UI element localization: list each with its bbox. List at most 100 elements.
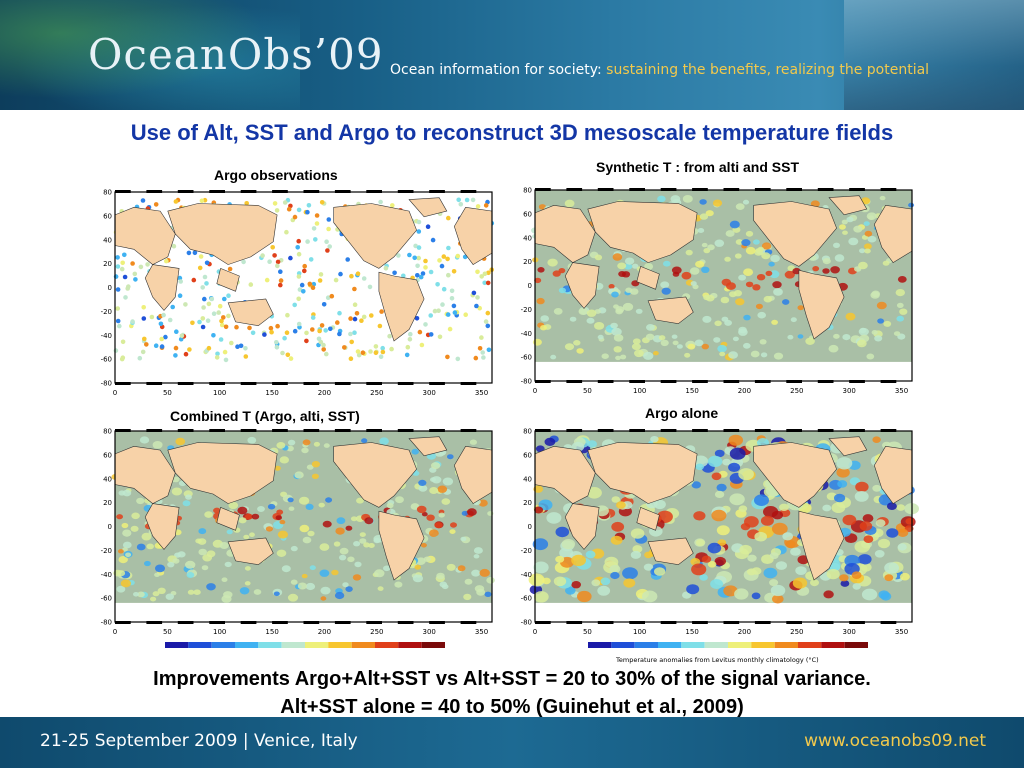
anomaly-blob xyxy=(880,592,892,601)
anomaly-blob xyxy=(879,195,886,201)
map-argo-observations: 80 60 40 20 0 -20 -40 -60 -80 0 50 100 150 200 250 300 3… xyxy=(95,186,500,401)
argo-float-dot xyxy=(482,271,488,277)
frame-tick-band xyxy=(723,621,740,624)
anomaly-blob xyxy=(228,501,239,510)
anomaly-blob xyxy=(383,565,391,572)
y-tick-label: 0 xyxy=(528,282,532,290)
anomaly-blob xyxy=(797,334,804,339)
y-tick-label: -40 xyxy=(101,571,112,579)
x-tick-label: 0 xyxy=(533,628,537,636)
map-argo-alone: 80 60 40 20 0 -20 -40 -60 -80 0 50 100 150 200 250 300 3… xyxy=(515,425,920,640)
argo-float-dot xyxy=(361,314,367,320)
anomaly-blob xyxy=(657,195,666,203)
argo-float-dot xyxy=(481,355,486,360)
frame-tick-band xyxy=(535,429,551,432)
argo-float-dot xyxy=(337,331,342,337)
anomaly-blob xyxy=(573,340,581,346)
argo-float-dot xyxy=(316,336,322,342)
anomaly-blob xyxy=(577,590,592,603)
continent-landmass xyxy=(753,442,837,508)
argo-float-dot xyxy=(314,213,320,218)
anomaly-blob xyxy=(642,590,658,603)
anomaly-blob xyxy=(630,528,645,539)
argo-float-dot xyxy=(416,255,422,261)
frame-tick-band xyxy=(786,429,802,432)
anomaly-blob xyxy=(660,339,669,347)
frame-tick-band xyxy=(366,429,382,432)
anomaly-blob xyxy=(201,565,209,571)
anomaly-blob xyxy=(896,302,904,308)
frame-tick-band xyxy=(849,621,865,624)
anomaly-blob xyxy=(353,541,361,547)
anomaly-blob xyxy=(722,458,731,466)
argo-float-dot xyxy=(428,269,434,275)
anomaly-blob xyxy=(761,242,772,250)
anomaly-blob xyxy=(645,333,655,341)
anomaly-blob xyxy=(797,305,804,311)
anomaly-blob xyxy=(859,248,866,254)
anomaly-blob xyxy=(429,487,439,494)
anomaly-blob xyxy=(294,471,304,479)
frame-tick-band xyxy=(209,382,225,385)
argo-float-dot xyxy=(396,253,401,258)
anomaly-blob xyxy=(279,519,286,525)
colorbar-left xyxy=(165,642,445,660)
argo-float-dot xyxy=(296,207,302,213)
anomaly-blob xyxy=(172,476,180,483)
footer-url-link[interactable]: www.oceanobs09.net xyxy=(804,731,986,751)
argo-float-dot xyxy=(201,305,206,310)
argo-float-dot xyxy=(348,316,353,321)
argo-float-dot xyxy=(415,273,420,278)
anomaly-blob xyxy=(728,462,741,472)
anomaly-blob xyxy=(354,561,362,568)
x-tick-label: 100 xyxy=(213,389,226,397)
anomaly-blob xyxy=(571,554,586,567)
anomaly-blob xyxy=(610,535,623,545)
argo-float-dot xyxy=(428,332,434,337)
anomaly-blob xyxy=(729,447,746,460)
anomaly-blob xyxy=(864,243,872,250)
anomaly-blob xyxy=(773,288,783,296)
anomaly-blob xyxy=(441,498,451,505)
argo-float-dot xyxy=(296,296,301,302)
anomaly-blob xyxy=(339,554,347,561)
anomaly-blob xyxy=(334,591,345,600)
argo-float-dot xyxy=(278,269,283,274)
x-tick-label: 300 xyxy=(843,387,856,395)
anomaly-blob xyxy=(812,266,820,272)
anomaly-blob xyxy=(133,592,139,597)
anomaly-blob xyxy=(728,351,738,359)
anomaly-blob xyxy=(287,439,296,446)
anomaly-blob xyxy=(154,572,160,577)
argo-float-dot xyxy=(456,197,462,203)
anomaly-blob xyxy=(611,291,619,298)
anomaly-blob xyxy=(436,572,445,580)
anomaly-blob xyxy=(377,586,384,591)
colorbar-swatch xyxy=(588,642,612,648)
anomaly-blob xyxy=(155,564,165,573)
anomaly-blob xyxy=(561,539,576,550)
argo-float-dot xyxy=(183,302,188,307)
argo-float-dot xyxy=(282,335,287,341)
anomaly-blob xyxy=(866,353,875,360)
anomaly-blob xyxy=(540,325,547,331)
conclusion-line-2: Alt+SST alone = 40 to 50% (Guinehut et a… xyxy=(280,696,744,718)
argo-float-dot xyxy=(299,282,305,288)
anomaly-blob xyxy=(864,230,873,237)
panel-label-combined-t: Combined T (Argo, alti, SST) xyxy=(170,408,360,424)
anomaly-blob xyxy=(171,487,183,496)
anomaly-blob xyxy=(469,439,477,445)
argo-float-dot xyxy=(153,343,159,348)
argo-float-dot xyxy=(302,268,307,274)
anomaly-blob xyxy=(716,483,727,492)
argo-float-dot xyxy=(274,345,280,350)
anomaly-blob xyxy=(137,591,145,598)
argo-float-dot xyxy=(292,328,298,334)
anomaly-blob xyxy=(732,336,739,342)
colorbar-swatch xyxy=(235,642,259,648)
continent-landmass xyxy=(828,436,868,457)
anomaly-blob xyxy=(311,473,319,479)
anomaly-blob xyxy=(690,281,697,286)
argo-float-dot xyxy=(355,271,361,276)
argo-float-dot xyxy=(137,355,143,361)
